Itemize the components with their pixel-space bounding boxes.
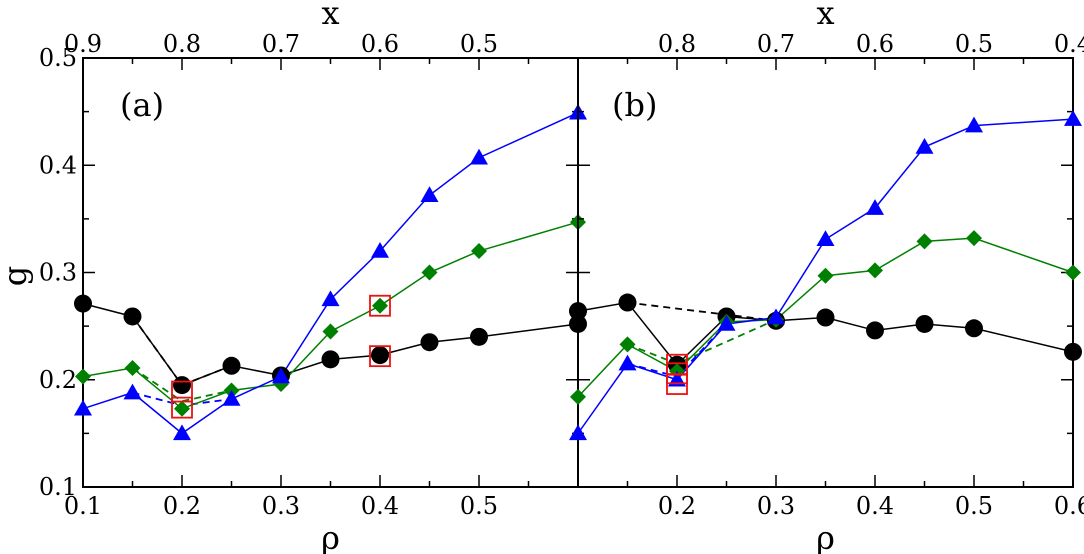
x2-tick-label: 0.7: [262, 30, 300, 58]
data-point-triangle: [173, 424, 191, 441]
x-tick-label: 0.3: [262, 492, 300, 520]
y-tick-label: 0.2: [39, 366, 77, 394]
data-point-triangle: [618, 354, 637, 371]
highlight-box: [369, 345, 391, 368]
series-line-green-diamonds: [82, 221, 579, 410]
y-tick-label: 0.4: [39, 151, 77, 179]
x2-tick-label: 0.4: [1054, 30, 1084, 58]
data-point-diamond: [570, 388, 586, 405]
data-point-circle: [1064, 342, 1082, 361]
data-point-circle: [222, 356, 241, 375]
data-point-circle: [173, 376, 191, 395]
x2-tick-label: 0.8: [163, 30, 201, 58]
x-tick-label: 0.2: [658, 492, 696, 520]
series-line-green-diamonds: [577, 237, 1074, 398]
data-point-triangle: [371, 242, 389, 258]
data-point-triangle: [717, 314, 736, 331]
data-point-triangle: [1064, 110, 1082, 126]
data-point-diamond: [174, 400, 190, 417]
data-point-triangle: [866, 199, 884, 215]
data-point-circle: [816, 308, 835, 327]
data-point-triangle: [569, 424, 587, 441]
data-point-triangle: [470, 148, 488, 165]
x-tick-label: 0.5: [955, 492, 993, 520]
highlight-box: [666, 373, 688, 395]
data-point-diamond: [916, 233, 933, 250]
data-point-diamond: [75, 368, 91, 385]
x-tick-label: 0.5: [460, 492, 498, 520]
data-point-diamond: [1065, 264, 1081, 281]
x-tick-label: 0.4: [856, 492, 894, 520]
data-point-diamond: [867, 262, 883, 279]
data-point-circle: [321, 350, 340, 369]
data-point-circle: [866, 321, 884, 340]
data-point-circle: [470, 327, 488, 346]
data-point-diamond: [817, 267, 834, 284]
series-line-blue-triangles: [577, 118, 1074, 434]
series-line-black-circles: [577, 301, 1074, 366]
x2-tick-label: 0.5: [955, 30, 993, 58]
highlight-box: [171, 380, 193, 403]
panel-label: (a): [120, 86, 164, 124]
x2-tick-label: 0.5: [460, 30, 498, 58]
data-point-circle: [915, 314, 934, 333]
data-point-diamond: [372, 297, 388, 314]
data-point-circle: [74, 294, 92, 313]
data-point-triangle: [321, 290, 340, 307]
x2-tick-label: 0.8: [658, 30, 696, 58]
data-point-triangle: [272, 367, 290, 384]
panel-b: 0.2 0.3 0.4 0.5 0.6 0.8 0.7 0.6 0.5 0.4 ρ x (b): [569, 0, 1084, 554]
data-point-circle: [371, 346, 389, 365]
data-point-diamond: [471, 243, 487, 260]
highlight-box: [171, 396, 193, 419]
x2-tick-label: 0.6: [856, 30, 894, 58]
y-tick-label: 0.3: [39, 259, 77, 287]
y-tick-label: 0.5: [39, 44, 77, 72]
x2-axis-title: x: [321, 0, 339, 32]
x-tick-label: 0.2: [163, 492, 201, 520]
data-point-circle: [123, 307, 142, 326]
data-point-circle: [420, 333, 439, 352]
x-tick-label: 0.1: [64, 492, 102, 520]
data-point-circle: [569, 302, 587, 321]
data-point-diamond: [124, 359, 141, 376]
dashed-bridge: [627, 301, 777, 322]
data-point-triangle: [123, 383, 142, 400]
data-point-triangle: [965, 116, 983, 133]
x-axis-title: ρ: [816, 519, 835, 554]
data-point-diamond: [421, 264, 438, 281]
data-point-triangle: [915, 138, 934, 154]
series-line-blue-triangles: [82, 112, 579, 435]
data-point-triangle: [767, 308, 785, 325]
data-point-circle: [965, 319, 983, 338]
x-tick-label: 0.4: [361, 492, 399, 520]
data-point-triangle: [222, 390, 241, 406]
panel-label: (b): [612, 86, 657, 124]
data-point-diamond: [322, 323, 339, 340]
data-point-diamond: [619, 336, 636, 353]
panel-a: 0.10.20.30.40.50.1 0.2 0.3 0.4 0.50.9 0.8 0.7 0…: [39, 0, 587, 554]
x-tick-label: 0.6: [1054, 492, 1084, 520]
y-tick-label: 0.1: [39, 473, 77, 501]
x2-tick-label: 0.6: [361, 30, 399, 58]
dashed-bridge: [131, 315, 232, 387]
data-point-circle: [618, 293, 637, 312]
x-axis-title: ρ: [321, 519, 340, 554]
x2-axis-title: x: [816, 0, 834, 32]
data-point-triangle: [420, 186, 439, 203]
data-point-triangle: [816, 230, 835, 247]
y-axis-title: g: [0, 266, 34, 286]
data-point-diamond: [966, 230, 982, 247]
highlight-box: [369, 294, 391, 317]
data-point-triangle: [74, 399, 92, 416]
x-tick-label: 0.3: [757, 492, 795, 520]
series-line-black-circles: [82, 302, 579, 387]
x2-tick-label: 0.7: [757, 30, 795, 58]
x2-tick-label: 0.9: [64, 30, 102, 58]
